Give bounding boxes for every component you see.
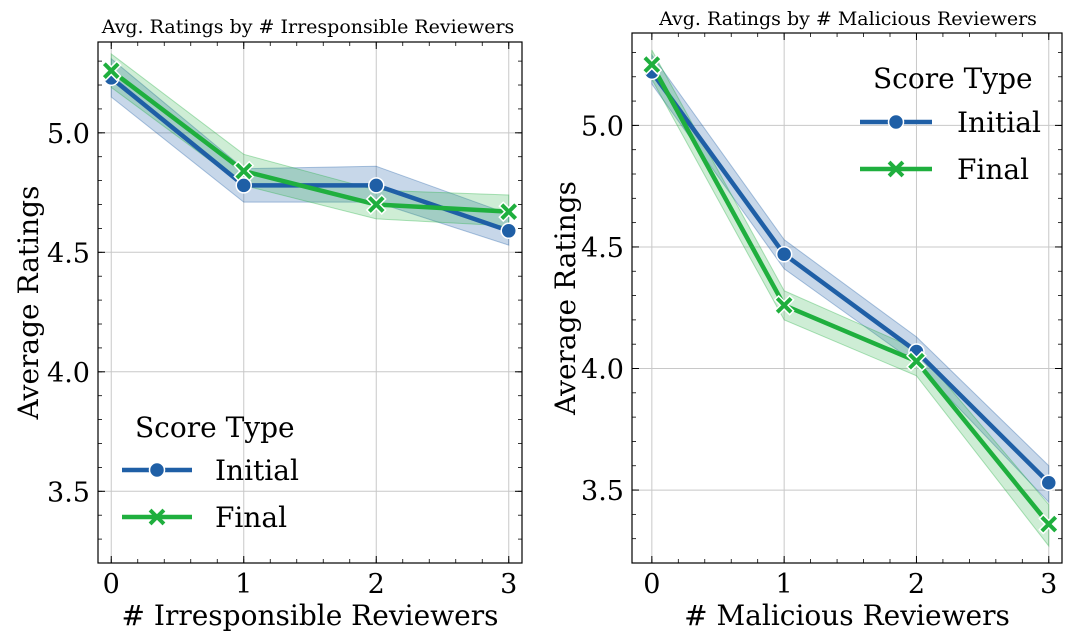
legend-label: Final [215,501,287,534]
y-tick-label: 4.5 [47,238,90,269]
y-tick-label: 4.5 [581,233,624,264]
y-axis-label: Average Ratings [12,186,45,421]
point-final [906,350,927,372]
point-final [233,160,255,182]
y-tick-label: 3.5 [47,477,90,508]
x-tick-label: 2 [368,569,385,600]
legend-marker-x [887,160,905,178]
y-tick-label: 3.5 [581,476,624,507]
point-initial [368,177,385,194]
plot-frame [631,32,1063,564]
x-axis-label: # Irresponsible Reviewers [122,599,499,632]
legend: Score Type Initial Final [122,411,299,534]
chart-panel-1: 0 1 2 3 3.5 4.0 4.5 5.0 Avg. Ratings by # Irresp… [12,16,523,632]
point-initial [1040,474,1058,492]
point-final [641,54,663,76]
y-tick-label: 4.0 [47,358,90,389]
x-tick-label: 0 [103,569,120,600]
x-tick-label: 3 [500,569,517,600]
legend: Score Type Initial Final [860,62,1041,186]
point-initial [500,222,517,240]
legend-title: Score Type [873,62,1033,95]
y-tick-label: 5.0 [581,111,624,142]
x-tick-label: 0 [643,569,660,600]
confidence-band-final [651,49,1050,548]
legend-marker-x [148,508,166,526]
point-final [498,201,520,223]
legend-marker-circle [887,113,905,131]
point-initial [235,177,252,194]
series-line-initial [650,70,1051,485]
chart-title: Avg. Ratings by # Malicious Reviewers [658,8,1037,30]
x-tick-label: 1 [776,569,793,600]
chart-title: Avg. Ratings by # Irresponsible Reviewer… [101,16,515,38]
y-tick-label: 5.0 [47,119,90,150]
legend-label: Initial [957,106,1041,139]
y-tick-label: 4.0 [581,355,624,386]
point-final [365,194,387,215]
y-axis-label: Average Ratings [549,181,582,416]
x-tick-label: 1 [235,569,252,600]
legend-marker-circle [148,461,166,479]
series-line-final [649,63,1051,526]
plot-frame [97,41,523,564]
point-final [1038,513,1060,535]
x-tick-label: 2 [908,569,925,600]
series-line-final [109,68,509,214]
x-tick-label: 3 [1040,569,1057,600]
legend-title: Score Type [135,411,295,444]
point-final [773,294,795,316]
legend-label: Final [957,153,1029,186]
legend-label: Initial [215,454,299,487]
chart-panel-2: 0 1 2 3 3.5 4.0 4.5 5.0 Avg. Ratings by # Malici… [549,8,1063,632]
x-axis-label: # Malicious Reviewers [684,599,1010,632]
point-final [100,60,122,82]
point-initial [775,245,793,263]
